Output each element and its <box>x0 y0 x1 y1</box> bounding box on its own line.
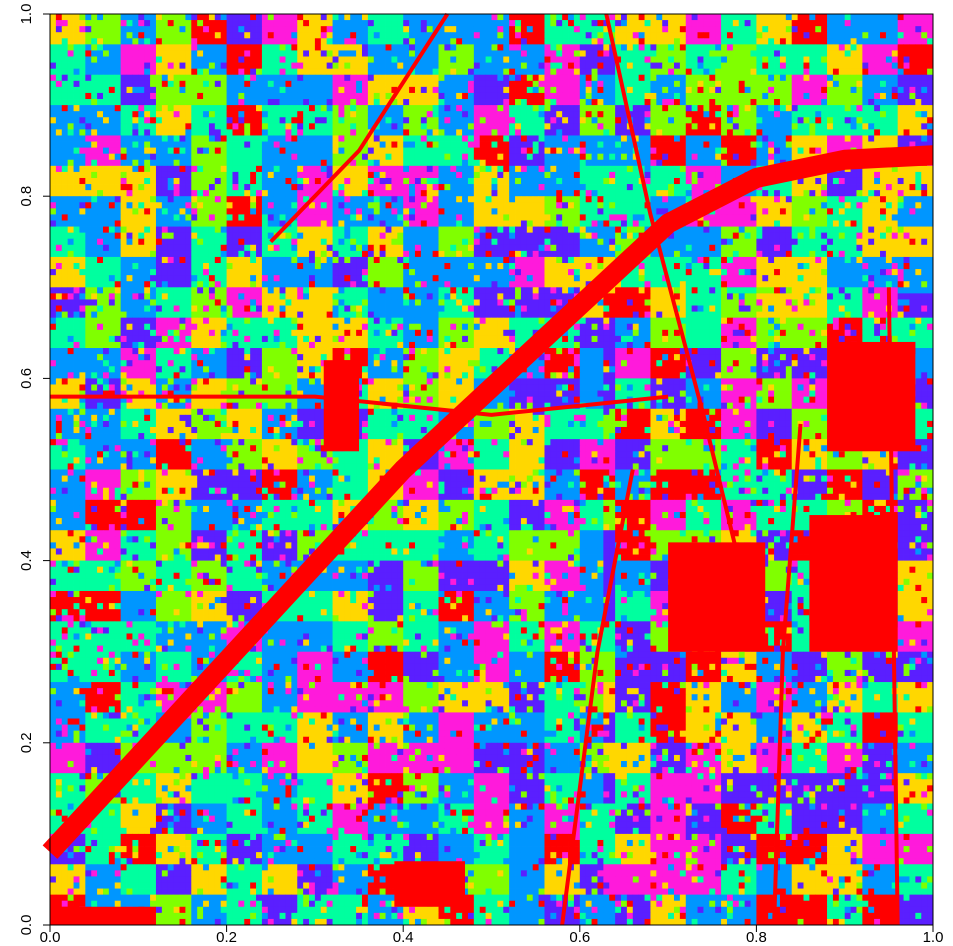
x-tick-label: 0.2 <box>216 929 237 946</box>
x-tick-label: 0.0 <box>40 929 61 946</box>
x-tick-label: 0.6 <box>569 929 590 946</box>
urban-block <box>323 360 360 452</box>
road <box>886 287 900 926</box>
urban-block <box>809 515 898 652</box>
y-tick-label: 0.4 <box>18 550 35 571</box>
y-tick-label: 1.0 <box>18 4 35 25</box>
road <box>269 12 450 244</box>
urban-block <box>50 906 156 925</box>
classified-raster <box>50 14 934 926</box>
highway <box>42 145 934 859</box>
x-tick-label: 1.0 <box>923 929 944 946</box>
road <box>50 394 669 417</box>
x-tick-label: 0.4 <box>393 929 414 946</box>
y-tick-label: 0.0 <box>18 915 35 936</box>
road <box>604 13 741 562</box>
y-tick-label: 0.8 <box>18 186 35 207</box>
x-axis: 0.0 0.2 0.4 0.6 0.8 1.0 <box>40 924 944 946</box>
y-tick-label: 0.2 <box>18 732 35 753</box>
road <box>772 423 803 926</box>
road <box>560 469 635 926</box>
urban-block <box>827 341 916 452</box>
y-axis: 0.0 0.2 0.4 0.6 0.8 1.0 <box>18 4 51 936</box>
urban-block <box>668 542 766 652</box>
raster-features <box>42 12 934 926</box>
y-tick-label: 0.6 <box>18 368 35 389</box>
urban-block <box>394 861 466 907</box>
x-tick-label: 0.8 <box>746 929 767 946</box>
